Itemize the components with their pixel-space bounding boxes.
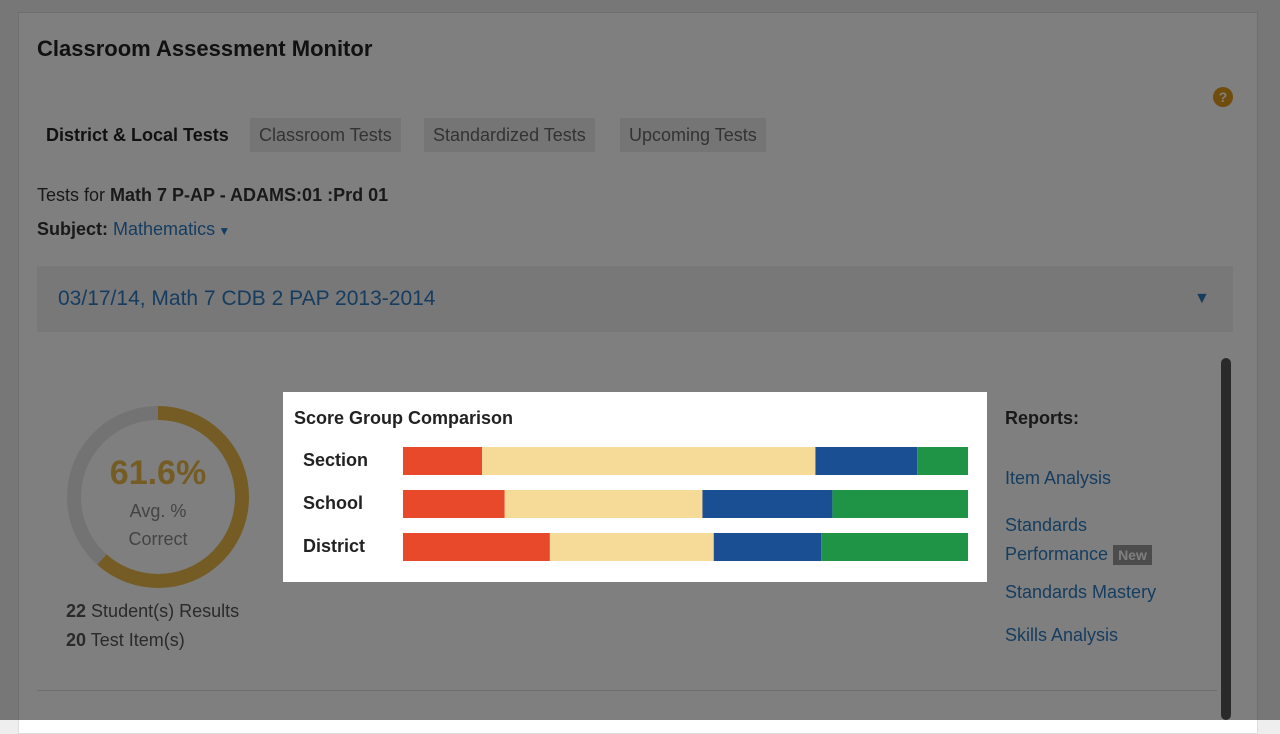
bar-segment xyxy=(832,490,968,518)
category-label: District xyxy=(303,536,365,556)
popup: Score Group Comparison Section School Dist… xyxy=(283,392,987,582)
category-label: School xyxy=(303,493,363,513)
bar-segment xyxy=(403,533,550,561)
bar-segment xyxy=(917,447,968,475)
chart-title: Score Group Comparison xyxy=(294,408,513,428)
bar-segment xyxy=(549,533,714,561)
bar-segment xyxy=(403,447,483,475)
category-label: Section xyxy=(303,450,368,470)
bar-segment xyxy=(821,533,968,561)
bar-segment xyxy=(713,533,822,561)
bar-segment xyxy=(403,490,505,518)
chart: Score Group Comparison Section School Dist… xyxy=(294,408,968,561)
bar-segment xyxy=(815,447,918,475)
bar-segment xyxy=(482,447,816,475)
bar-segment xyxy=(702,490,833,518)
bar-segment xyxy=(504,490,703,518)
